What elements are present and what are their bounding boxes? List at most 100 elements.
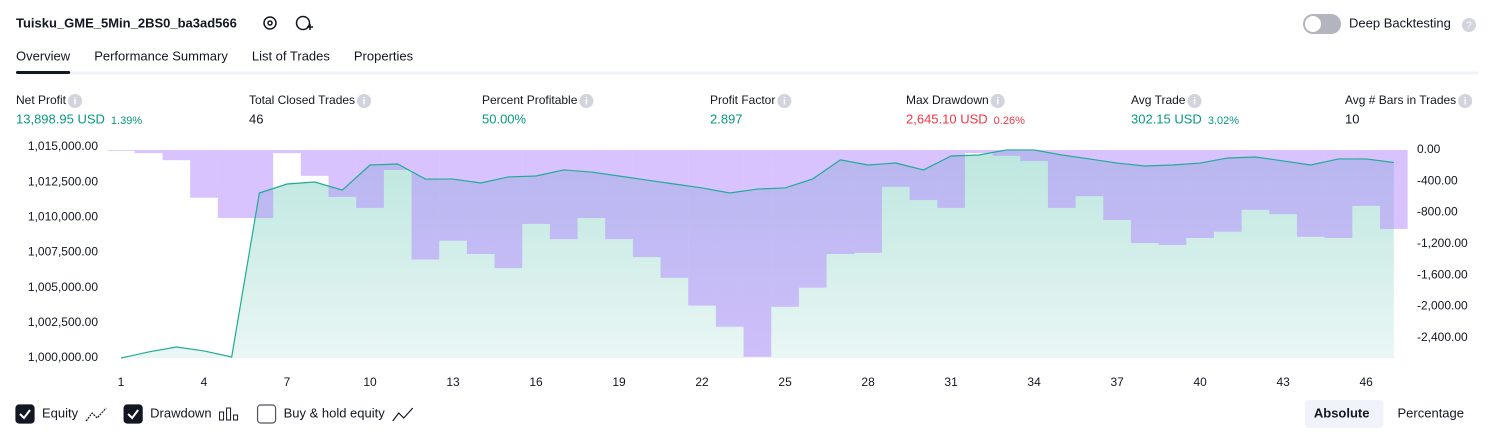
x-tick-label: 16 [529, 375, 543, 389]
metric-sub: 3.02% [1208, 115, 1239, 127]
drawdown-bar [300, 150, 329, 176]
metric-label: Net Profit [16, 93, 67, 107]
deep-backtesting-toggle[interactable] [1303, 14, 1341, 34]
drawdown-bar [798, 150, 827, 288]
drawdown-bar [549, 150, 578, 240]
drawdown-bar [411, 150, 440, 260]
drawdown-bar [577, 150, 606, 219]
legend-icon [85, 407, 107, 422]
info-icon[interactable] [1187, 94, 1202, 108]
drawdown-bar [881, 150, 910, 187]
info-icon[interactable] [1458, 94, 1473, 108]
drawdown-bar [466, 150, 495, 254]
drawdown-bar [715, 150, 744, 327]
drawdown-bar [107, 150, 135, 151]
drawdown-bar [1213, 150, 1242, 232]
drawdown-bar [992, 150, 1021, 156]
metric-value: 46 [249, 111, 263, 126]
y-tick-label: 1,010,000.00 [28, 210, 98, 224]
info-icon[interactable] [777, 94, 792, 108]
drawdown-bar [190, 150, 218, 198]
tab[interactable]: List of Trades [252, 48, 331, 63]
drawdown-bar [1324, 150, 1353, 238]
metric-label: Profit Factor [710, 93, 775, 107]
info-icon[interactable] [68, 94, 83, 108]
drawdown-bar [1103, 150, 1131, 220]
drawdown-bar [660, 150, 689, 278]
info-i: i [1464, 97, 1467, 108]
x-tick-label: 34 [1027, 375, 1041, 389]
info-i: i [363, 97, 366, 108]
drawdown-bar [605, 150, 633, 240]
info-icon[interactable] [579, 94, 594, 108]
x-tick-label: 19 [612, 375, 626, 389]
tab[interactable]: Overview [16, 48, 71, 63]
metric-value: 10 [1345, 111, 1359, 126]
metric-sub: 1.39% [111, 115, 142, 127]
drawdown-bar [632, 150, 661, 258]
tab[interactable]: Performance Summary [94, 48, 228, 63]
metric-label: Avg # Bars in Trades [1345, 93, 1456, 107]
metric-value: 2,645.10 USD [906, 111, 988, 126]
legend-icon [392, 407, 414, 422]
drawdown-bar [743, 150, 772, 357]
y-tick-label: 1,012,500.00 [28, 174, 98, 188]
checkbox[interactable] [15, 404, 35, 424]
metric-label: Percent Profitable [482, 93, 578, 107]
info-i: i [585, 97, 588, 108]
mode-button[interactable]: Absolute [1314, 405, 1370, 420]
drawdown-bar [854, 150, 882, 253]
y2-tick-label: -400.00 [1417, 173, 1458, 187]
info-i: i [783, 97, 786, 108]
drawdown-bar [1075, 150, 1104, 197]
drawdown-bar [134, 150, 163, 154]
info-i: i [1193, 97, 1196, 108]
add-icon[interactable] [295, 15, 314, 31]
y-tick-label: 1,002,500.00 [28, 315, 98, 329]
y2-tick-label: -800.00 [1417, 205, 1458, 219]
metric-value: 50.00% [482, 111, 527, 126]
checkbox[interactable] [256, 404, 277, 424]
drawdown-bar [1379, 150, 1408, 229]
checkbox-label: Buy & hold equity [284, 405, 386, 420]
x-tick-label: 40 [1193, 375, 1207, 389]
drawdown-bar [771, 150, 799, 307]
active-mode-bg [1304, 400, 1384, 428]
info-i: i [996, 97, 999, 108]
x-tick-label: 10 [363, 375, 377, 389]
info-icon[interactable] [357, 94, 372, 108]
drawdown-bar [217, 150, 246, 219]
equity-line [120, 149, 1394, 359]
metric-label: Max Drawdown [906, 93, 989, 107]
drawdown-bar [909, 150, 938, 201]
drawdown-bar [1241, 150, 1270, 210]
y2-tick-label: -2,000.00 [1417, 299, 1468, 313]
help-icon[interactable]: ? [1462, 18, 1476, 32]
drawdown-bar [937, 150, 965, 208]
y2-tick-label: -2,400.00 [1417, 330, 1468, 344]
drawdown-bar [245, 150, 274, 219]
drawdown-bar [1020, 150, 1048, 161]
mode-button[interactable]: Percentage [1398, 405, 1465, 420]
y-tick-label: 1,015,000.00 [28, 139, 98, 153]
settings-icon[interactable] [263, 16, 277, 30]
drawdown-bar [826, 150, 855, 254]
y-tick-label: 1,000,000.00 [28, 350, 98, 364]
x-tick-label: 7 [284, 375, 291, 389]
drawdown-bar [383, 150, 412, 170]
checkbox-label: Drawdown [150, 405, 211, 420]
info-icon[interactable] [990, 94, 1005, 108]
y2-tick-label: 0.00 [1417, 142, 1441, 156]
y2-tick-label: -1,200.00 [1417, 236, 1468, 250]
metric-value: 13,898.95 USD [16, 111, 105, 126]
x-tick-label: 46 [1359, 375, 1373, 389]
tab[interactable]: Properties [354, 48, 414, 63]
drawdown-bar [273, 150, 301, 154]
x-tick-label: 1 [118, 375, 125, 389]
x-tick-label: 13 [446, 375, 460, 389]
drawdown-bar [1186, 150, 1214, 238]
legend-icon [219, 407, 239, 421]
checkbox[interactable] [123, 404, 143, 424]
deep-backtesting-label: Deep Backtesting [1349, 15, 1451, 30]
info-i: i [74, 97, 77, 108]
